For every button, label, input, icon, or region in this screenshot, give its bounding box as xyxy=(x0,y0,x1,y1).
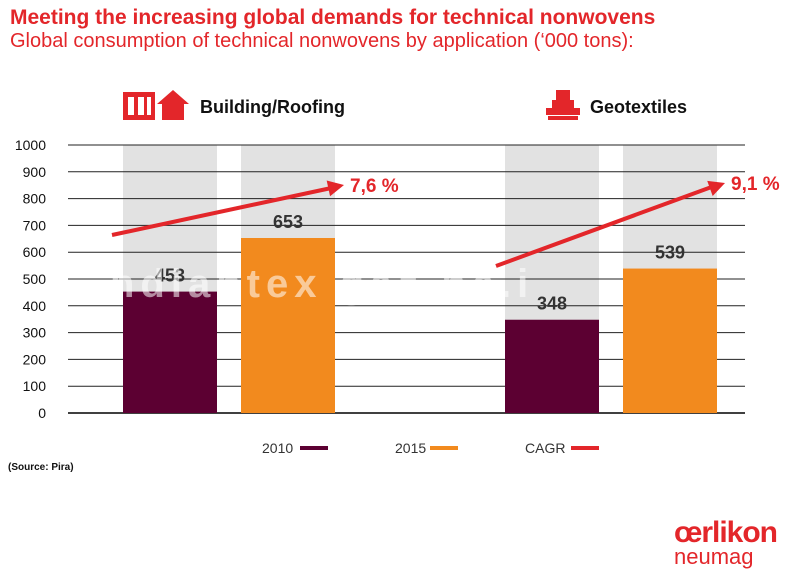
building-roof-icon xyxy=(123,90,189,120)
cagr-line xyxy=(495,183,718,268)
geotextile-machine-icon xyxy=(546,90,580,120)
bar-value-label: 653 xyxy=(273,212,303,232)
logo-brand: œrlikon xyxy=(674,516,778,549)
logo-sub: neumag xyxy=(674,544,754,569)
cagr-label: 7,6 % xyxy=(350,176,399,197)
cagr-arrowhead xyxy=(326,180,344,197)
y-tick-label: 300 xyxy=(23,325,47,341)
legend-label: 2015 xyxy=(395,440,426,456)
y-tick-label: 800 xyxy=(23,191,47,207)
chart: 0 100 200 300 400 500 600 700 800 900 1000 453 653 34… xyxy=(15,90,780,456)
y-tick-label: 1000 xyxy=(15,137,46,153)
y-tick-label: 600 xyxy=(23,244,47,260)
legend-label: CAGR xyxy=(525,440,565,456)
bar-2015 xyxy=(623,268,717,413)
y-tick-label: 0 xyxy=(38,405,46,421)
cagr-label: 9,1 % xyxy=(731,174,780,195)
bar-2015 xyxy=(241,237,335,413)
cagr-line xyxy=(111,185,337,237)
y-tick-label: 700 xyxy=(23,217,47,233)
bar-value-label: 453 xyxy=(155,266,185,286)
bar-2010 xyxy=(505,319,599,413)
y-tick-label: 400 xyxy=(23,298,47,314)
cagr-arrowhead xyxy=(707,180,725,196)
oerlikon-logo: œrlikon neumag xyxy=(674,516,778,569)
group-label: Building/Roofing xyxy=(200,97,345,117)
y-tick-label: 500 xyxy=(23,271,47,287)
y-tick-label: 100 xyxy=(23,378,47,394)
chart-title: Meeting the increasing global demands fo… xyxy=(10,6,656,29)
source-note: (Source: Pira) xyxy=(8,462,74,473)
bar-value-label: 348 xyxy=(537,294,567,314)
y-tick-label: 200 xyxy=(23,351,47,367)
y-tick-label: 900 xyxy=(23,164,47,180)
bar-2010 xyxy=(123,291,217,413)
bar-value-label: 539 xyxy=(655,243,685,263)
group-label: Geotextiles xyxy=(590,97,687,117)
legend-label: 2010 xyxy=(262,440,293,456)
chart-subtitle: Global consumption of technical nonwoven… xyxy=(10,30,634,52)
